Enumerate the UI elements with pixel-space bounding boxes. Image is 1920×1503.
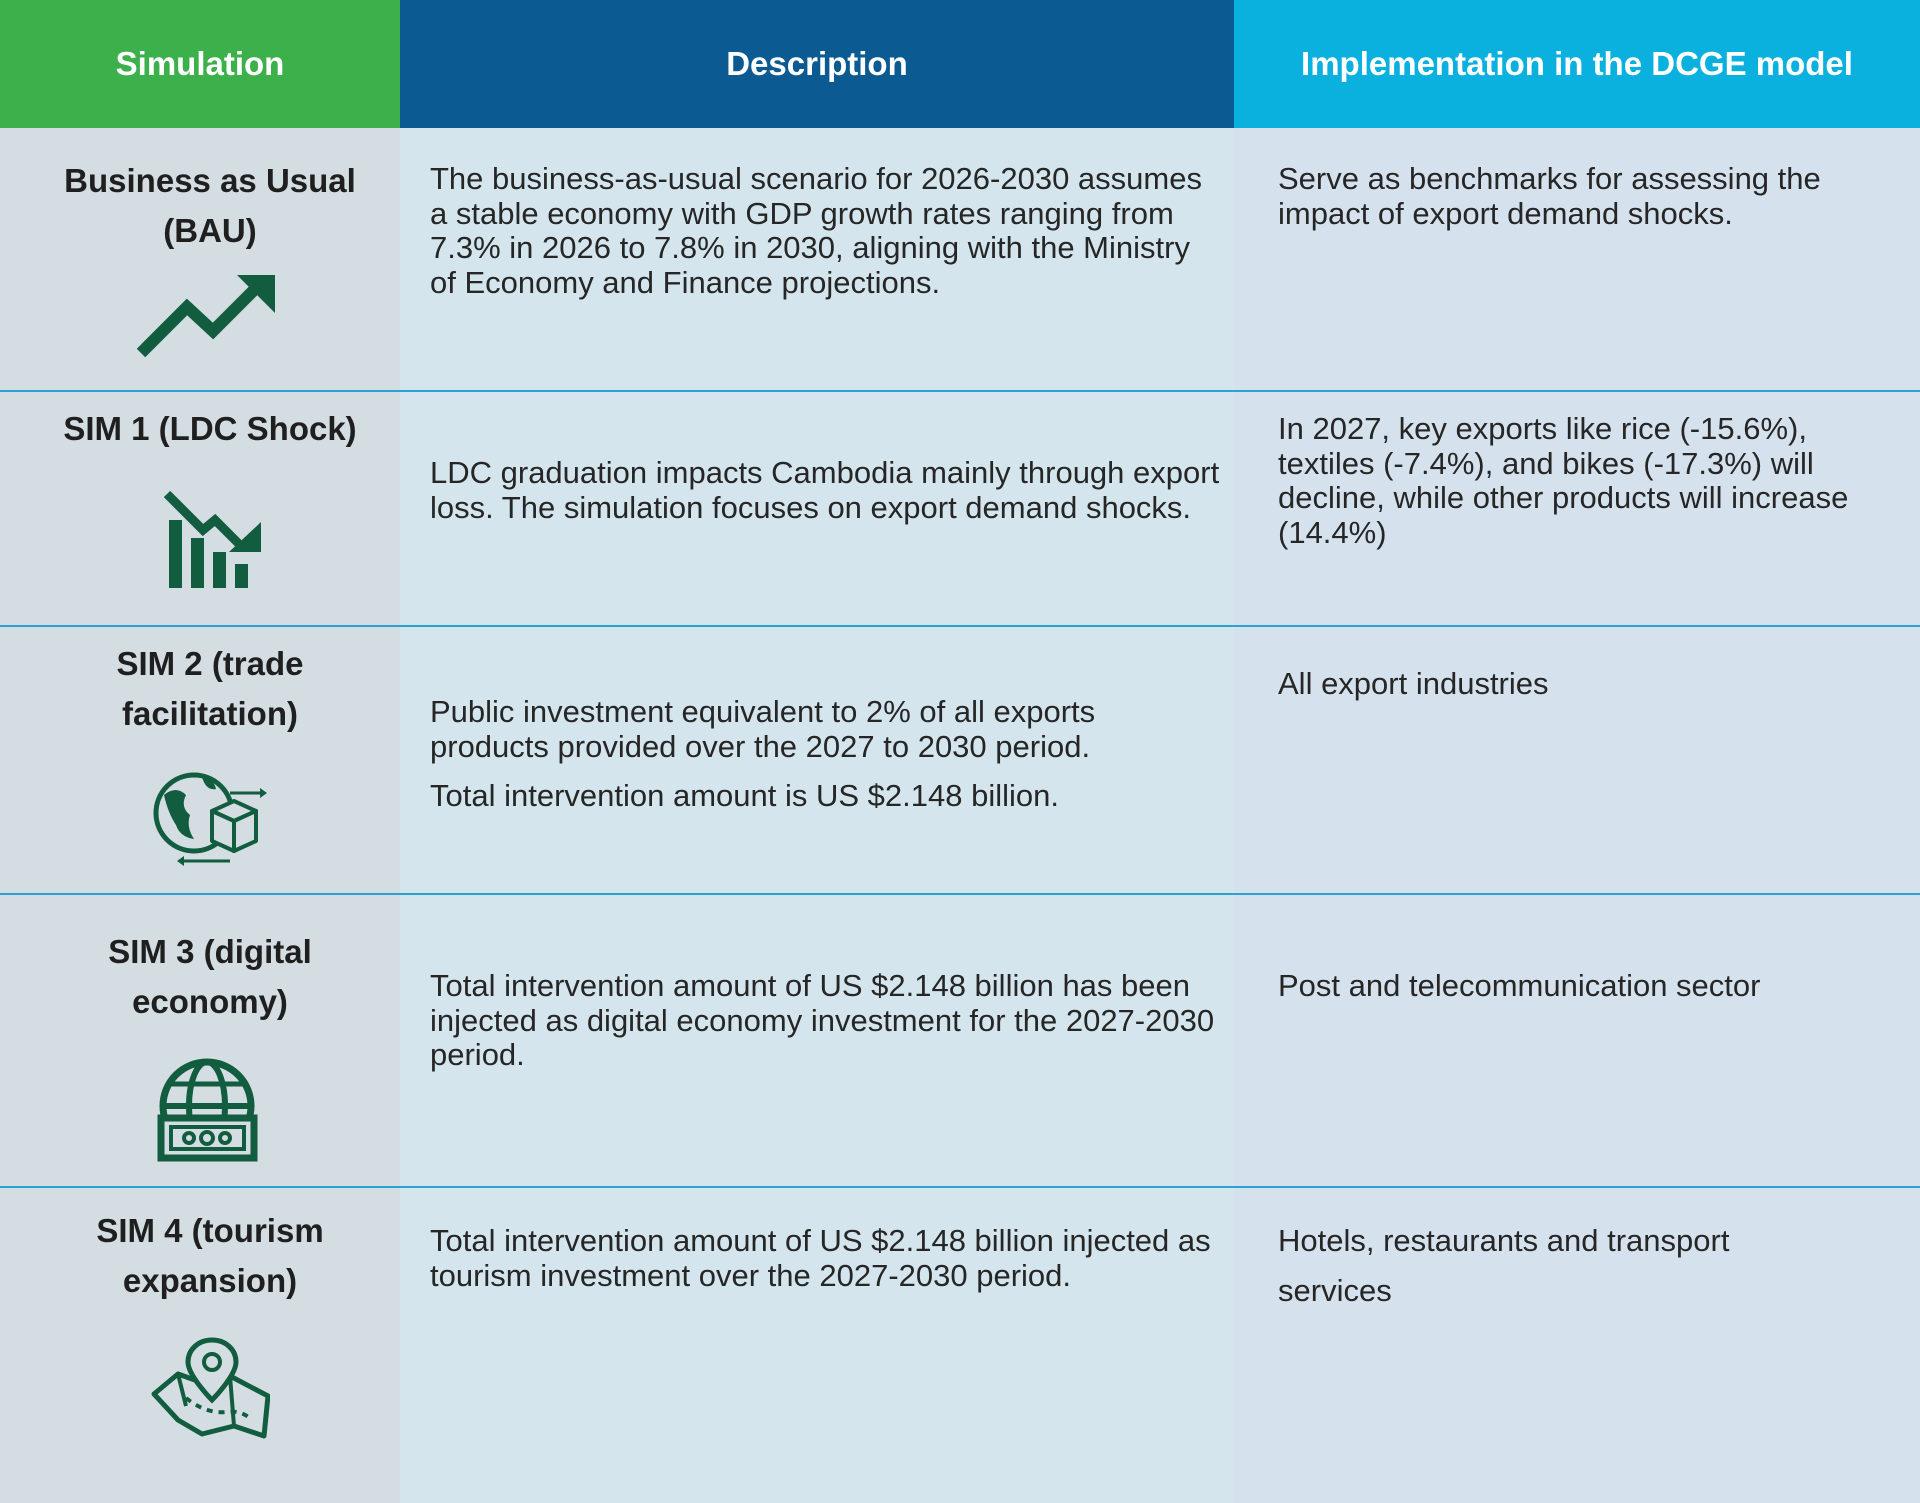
simulation-title-line2: facilitation) <box>121 695 298 732</box>
simulation-title-line1: SIM 2 (trade <box>116 645 304 682</box>
description-text: Total intervention amount of US $2.148 b… <box>430 968 1215 1072</box>
table-row-bau: Business as Usual (BAU) The business-as-… <box>0 128 1920 391</box>
description-text: Public investment equivalent to 2% of al… <box>430 694 1096 764</box>
table-header: Simulation Description Implementation in… <box>0 0 1920 128</box>
simulation-title: SIM 1 (LDC Shock) <box>63 410 357 447</box>
simulation-title: Business as Usual (BAU) <box>20 156 400 256</box>
globe-package-exchange-icon <box>150 767 268 867</box>
simulation-cell: Business as Usual (BAU) <box>0 128 400 391</box>
implementation-text: In 2027, key exports like rice (-15.6%),… <box>1278 411 1849 550</box>
implementation-cell: All export industries <box>1234 627 1920 893</box>
globe-money-icon <box>155 1058 260 1163</box>
description-text-2: Total intervention amount is US $2.148 b… <box>430 778 1059 813</box>
description-text: The business-as-usual scenario for 2026-… <box>430 161 1202 300</box>
simulation-title-line2: expansion) <box>122 1262 298 1299</box>
implementation-text: All export industries <box>1278 666 1549 701</box>
description-cell: The business-as-usual scenario for 2026-… <box>400 128 1234 391</box>
row-divider <box>0 893 1920 895</box>
description-text: LDC graduation impacts Cambodia mainly t… <box>430 455 1220 525</box>
row-divider <box>0 625 1920 627</box>
implementation-text: Post and telecommunication sector <box>1278 968 1761 1003</box>
description-cell: Total intervention amount of US $2.148 b… <box>400 895 1234 1186</box>
implementation-cell: Hotels, restaurants and transport servic… <box>1234 1188 1920 1503</box>
simulation-title-line2: (BAU) <box>163 212 257 249</box>
simulation-cell: SIM 3 (digital economy) <box>0 895 400 1186</box>
description-cell: LDC graduation impacts Cambodia mainly t… <box>400 392 1234 625</box>
table-row-sim3: SIM 3 (digital economy) Total interven <box>0 895 1920 1186</box>
description-text: Total intervention amount of US $2.148 b… <box>430 1223 1211 1293</box>
header-description: Description <box>400 0 1234 128</box>
implementation-text-line1: Hotels, restaurants and transport <box>1278 1223 1730 1258</box>
simulation-title-line1: SIM 3 (digital <box>108 933 312 970</box>
row-divider <box>0 1186 1920 1188</box>
declining-bar-chart-icon <box>163 490 268 590</box>
table-row-sim4: SIM 4 (tourism expansion) Total interven… <box>0 1188 1920 1503</box>
description-cell: Public investment equivalent to 2% of al… <box>400 627 1234 893</box>
implementation-text: Hotels, restaurants and transport servic… <box>1278 1216 1908 1316</box>
row-divider <box>0 390 1920 392</box>
table-row-sim1: SIM 1 (LDC Shock) LDC graduation impacts… <box>0 392 1920 625</box>
simulation-cell: SIM 1 (LDC Shock) <box>0 392 400 625</box>
map-location-pin-icon <box>150 1334 270 1439</box>
implementation-text-line2: services <box>1278 1273 1392 1308</box>
simulation-title-line1: Business as Usual <box>64 162 356 199</box>
implementation-cell: Serve as benchmarks for assessing the im… <box>1234 128 1920 391</box>
simulation-cell: SIM 2 (trade facilitation) <box>0 627 400 893</box>
description-cell: Total intervention amount of US $2.148 b… <box>400 1188 1234 1503</box>
simulation-title-line1: SIM 4 (tourism <box>96 1212 324 1249</box>
trending-up-arrow-icon <box>135 273 280 358</box>
simulation-title: SIM 2 (trade facilitation) <box>20 639 400 739</box>
simulation-title: SIM 3 (digital economy) <box>20 927 400 1027</box>
implementation-cell: In 2027, key exports like rice (-15.6%),… <box>1234 392 1920 625</box>
implementation-text: Serve as benchmarks for assessing the im… <box>1278 161 1821 231</box>
header-implementation: Implementation in the DCGE model <box>1234 0 1920 128</box>
simulation-title: SIM 4 (tourism expansion) <box>20 1206 400 1306</box>
header-simulation: Simulation <box>0 0 400 128</box>
implementation-cell: Post and telecommunication sector <box>1234 895 1920 1186</box>
table-row-sim2: SIM 2 (trade facilitation) <box>0 627 1920 893</box>
simulation-title-line2: economy) <box>132 983 288 1020</box>
simulation-cell: SIM 4 (tourism expansion) <box>0 1188 400 1503</box>
